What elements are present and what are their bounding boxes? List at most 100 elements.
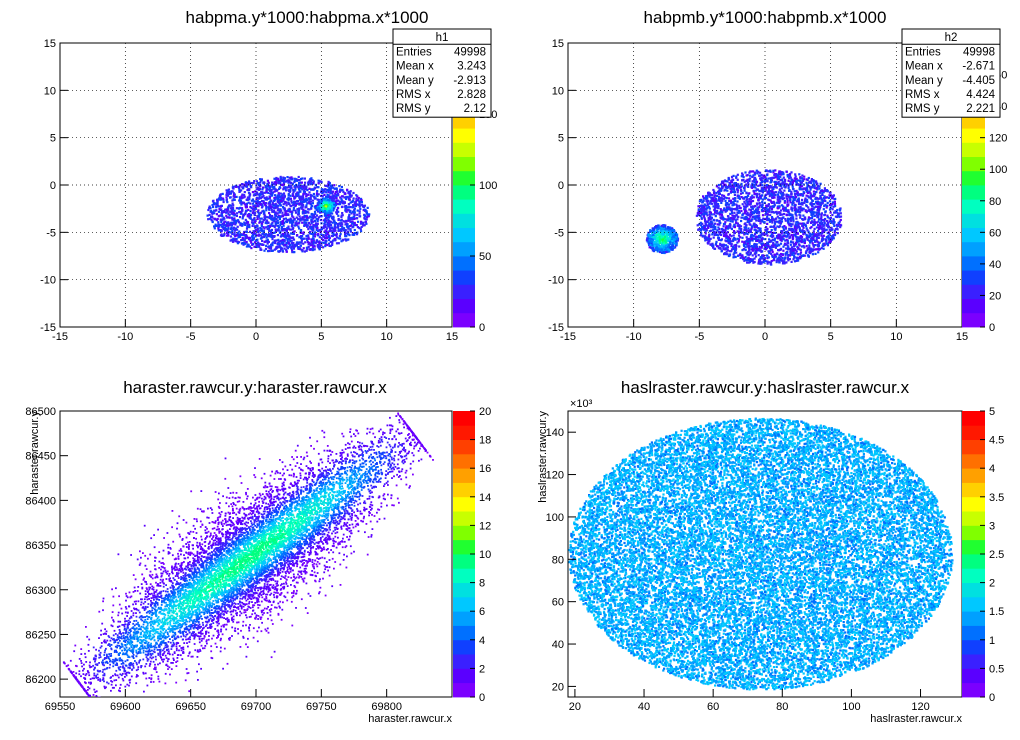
z-tick-label: 10 [479, 549, 491, 561]
palette-cell [453, 525, 475, 541]
stats-label: RMS y [396, 103, 431, 115]
x-tick-label: -5 [694, 331, 704, 343]
x-tick-label: 69650 [175, 701, 206, 713]
z-tick-label: 120 [989, 133, 1007, 145]
stats-value: 49998 [963, 46, 995, 58]
stats-value: 2.828 [457, 89, 486, 101]
x-tick-label: 0 [762, 331, 768, 343]
x-tick-label: -5 [186, 331, 196, 343]
palette-cell [962, 312, 985, 328]
palette-cell [962, 256, 985, 271]
palette-cell [453, 625, 475, 641]
y-tick-label: 60 [552, 597, 564, 609]
stats-value: 49998 [454, 46, 486, 58]
palette-cell [453, 453, 475, 469]
palette-cell [962, 411, 985, 426]
stats-box: h1 Entries 49998 Mean x 3.243 Mean y -2.913 RMS… [392, 28, 492, 118]
stats-value: -4.405 [962, 75, 995, 87]
palette-cell [453, 639, 475, 655]
palette-cell [453, 554, 475, 569]
y-tick-label: 5 [558, 133, 564, 145]
x-tick-label: -15 [52, 331, 68, 343]
stats-label: Entries [396, 46, 432, 58]
z-tick-label: 5 [989, 406, 995, 418]
stats-label: Entries [905, 46, 941, 58]
z-tick-label: 16 [479, 463, 491, 475]
x-axis-label: haraster.rawcur.x [368, 713, 452, 725]
stats-name: h2 [945, 32, 958, 44]
palette-cell [962, 170, 985, 186]
x-axis-label: haslraster.rawcur.x [870, 713, 962, 725]
palette-cell [962, 539, 985, 555]
x-tick-label: -15 [560, 331, 576, 343]
y-tick-label: 10 [44, 85, 56, 97]
z-tick-label: 6 [479, 606, 485, 618]
x-tick-label: 100 [842, 701, 860, 713]
y-axis-label: haslraster.rawcur.y [537, 411, 549, 503]
palette-cell [453, 312, 475, 328]
palette-cell [453, 270, 475, 285]
y-tick-label: 86300 [25, 585, 56, 597]
y-tick-label: -10 [548, 275, 564, 287]
stats-label: RMS x [396, 89, 431, 101]
x-tick-label: -10 [117, 331, 133, 343]
palette-cell [962, 298, 985, 314]
palette-cell [453, 611, 475, 626]
x-tick-label: 15 [956, 331, 968, 343]
y-tick-label: 0 [558, 180, 564, 192]
palette-cell [453, 568, 475, 583]
stats-value: -2.671 [962, 61, 995, 73]
z-tick-label: 100 [479, 180, 497, 192]
palette-cell [962, 511, 985, 526]
axis-ticks: -15 -10 -5 0 5 10 15 -15 -10 -5 0 5 10 15 [40, 38, 458, 343]
palette-cell [453, 468, 475, 483]
palette-cell [962, 525, 985, 541]
z-tick-label: 60 [989, 227, 1001, 239]
palette-cell [453, 142, 475, 157]
axis-ticks: 20 40 60 80 100 120 20 40 60 80 100 120 140 [546, 427, 930, 713]
y-tick-label: 80 [552, 554, 564, 566]
palette-cell [453, 170, 475, 186]
color-palette: 0 2 4 6 8 10 12 14 16 18 20 [453, 406, 491, 704]
stats-value: 3.243 [457, 61, 486, 73]
stats-value: -2.913 [453, 75, 486, 87]
z-tick-label: 0 [479, 692, 485, 704]
z-tick-label: 3.5 [989, 492, 1004, 504]
palette-cell [962, 468, 985, 483]
z-tick-label: 14 [479, 492, 491, 504]
palette-cell [453, 411, 475, 426]
y-axis-label: haraster.rawcur.y [29, 411, 41, 495]
palette-cell [453, 199, 475, 214]
palette-cell [962, 496, 985, 512]
y-tick-label: 86350 [25, 540, 56, 552]
panel-3: haraster.rawcur.y:haraster.rawcur.x 69550… [25, 378, 491, 725]
z-tick-label: 0 [989, 692, 995, 704]
stats-label: RMS y [905, 103, 940, 115]
z-tick-label: 100 [989, 164, 1007, 176]
z-tick-label: 40 [989, 259, 1001, 271]
heatmap-cells [645, 169, 843, 266]
stats-value: 2.221 [966, 103, 995, 115]
stats-label: Mean y [396, 75, 434, 87]
y-tick-label: 86250 [25, 629, 56, 641]
palette-cell [962, 270, 985, 285]
heatmap-cells [568, 417, 954, 691]
stats-label: Mean x [396, 61, 434, 73]
x-tick-label: 40 [638, 701, 650, 713]
chart-title: habpma.y*1000:habpma.x*1000 [186, 8, 429, 27]
stats-box: h2 Entries 49998 Mean x -2.671 Mean y -4.405 RM… [901, 28, 1001, 118]
z-tick-label: 4.5 [989, 435, 1004, 447]
palette-cell [962, 439, 985, 455]
y-tick-label: 86200 [25, 674, 56, 686]
palette-cell [962, 284, 985, 299]
panel-1: habpma.y*1000:habpma.x*1000 -15 -10 -5 0 5 10 1… [40, 8, 497, 343]
axis-ticks: -15 -10 -5 0 5 10 15 -15 -10 -5 0 5 10 15 [548, 38, 968, 343]
heatmap-cells [62, 412, 434, 697]
z-tick-label: 0 [479, 322, 485, 334]
palette-cell [962, 554, 985, 569]
palette-cell [962, 185, 985, 200]
palette-cell [453, 539, 475, 555]
z-tick-label: 8 [479, 578, 485, 590]
x-tick-label: 15 [446, 331, 458, 343]
